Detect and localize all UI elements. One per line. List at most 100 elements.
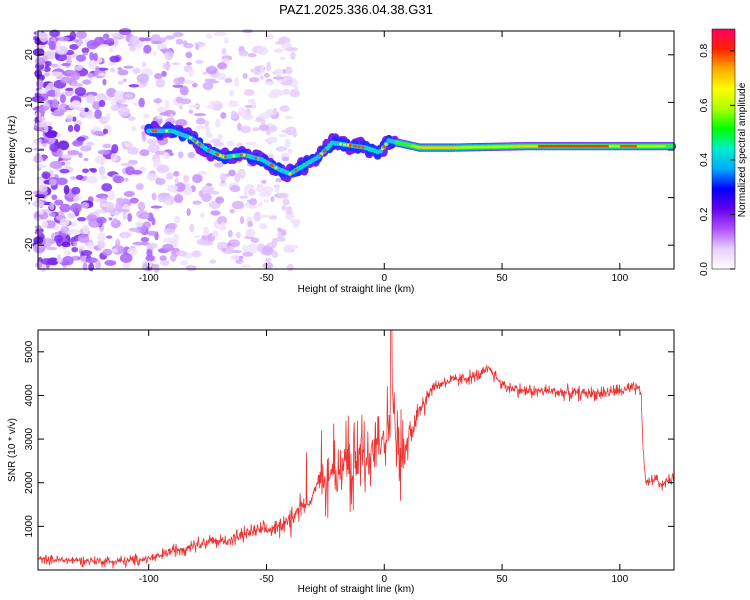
spectrogram-noise-cell <box>111 143 119 154</box>
spectrogram-noise-cell <box>127 247 138 256</box>
spectrogram-noise-cell <box>34 164 48 169</box>
spectrogram-noise-cell <box>70 82 84 87</box>
spectrogram-noise-cell <box>90 168 98 173</box>
spectrogram-noise-cell <box>248 204 258 209</box>
snr-y-ticks: 5000 4000 3000 2000 1000 <box>24 340 674 537</box>
spectrogram-noise-cell <box>123 191 134 197</box>
spectrogram-noise-cell <box>100 202 110 207</box>
spectrogram-noise-cell <box>256 46 269 56</box>
spectrogram-noise-cell <box>76 245 86 250</box>
snr-x-tick-label: 100 <box>611 574 628 585</box>
spectrogram-noise-cell <box>93 52 98 62</box>
spectrogram-noise-cell <box>41 139 49 144</box>
spectrogram-ridge-core <box>566 144 570 148</box>
spectrogram-noise-cell <box>284 138 291 149</box>
spectrogram-noise-cell <box>266 122 273 127</box>
spectrogram-ridge-core <box>557 144 562 148</box>
spectrogram-ridge-core <box>509 145 514 148</box>
snr-y-tick-label: 1000 <box>24 515 35 538</box>
spectrogram-noise-cell <box>213 141 225 147</box>
spectrogram-noise-cell <box>117 209 130 213</box>
spectrogram-noise-cell <box>215 118 221 128</box>
spectrogram-noise-cell <box>77 233 90 244</box>
spectrogram-noise-cell <box>209 80 220 84</box>
spectrogram-noise-cell <box>49 202 55 210</box>
spectrogram-noise-cell <box>44 60 52 67</box>
spectrogram-noise-cell <box>240 171 247 177</box>
spectrogram-x-tick-label: -50 <box>259 273 274 284</box>
spectrogram-noise-cell <box>227 229 233 238</box>
spectrogram-noise-cell <box>55 41 61 52</box>
spectrogram-ridge-core <box>560 144 565 148</box>
spectrogram-ridge-core <box>552 144 556 148</box>
spectrogram-noise-cell <box>239 216 245 225</box>
spectrogram-noise-cell <box>151 40 163 45</box>
spectrogram-ridge-hotspot <box>219 154 223 158</box>
spectrogram-noise-cell <box>36 74 45 82</box>
spectrogram-noise-cell <box>253 70 262 76</box>
spectrogram-noise-cell <box>82 168 90 174</box>
spectrogram-y-tick-label: 0 <box>24 147 35 153</box>
snr-frame <box>37 329 675 571</box>
spectrogram-ridge-hotspot <box>382 145 386 149</box>
spectrogram-noise-cell <box>208 100 221 105</box>
spectrogram-noise-cell <box>193 113 206 117</box>
spectrogram-noise-cell <box>231 250 243 254</box>
snr-x-label: Height of straight line (km) <box>298 584 415 595</box>
spectrogram-noise-cell <box>129 197 139 204</box>
spectrogram-noise-cell <box>253 211 262 222</box>
spectrogram-noise-cell <box>281 204 287 211</box>
spectrogram-noise-cell <box>273 48 284 54</box>
spectrogram-noise-cell <box>75 107 86 111</box>
spectrogram-ridge-hotspot <box>320 152 324 156</box>
spectrogram-ridge-hotspot <box>288 172 292 176</box>
spectrogram-noise-cell <box>41 171 51 180</box>
spectrogram-noise-cell <box>173 77 184 85</box>
spectrogram-noise-cell <box>82 52 89 56</box>
spectrogram-noise-cell <box>202 71 207 76</box>
spectrogram-noise-cell <box>188 104 200 109</box>
spectrogram-noise-cell <box>76 136 86 142</box>
spectrogram-noise-cell <box>292 220 300 229</box>
spectrogram-noise-cell <box>96 216 107 224</box>
spectrogram-noise-cell <box>255 185 265 193</box>
spectrogram-noise-cell <box>266 61 271 72</box>
spectrogram-noise-cell <box>268 215 278 220</box>
spectrogram-noise-cell <box>164 50 174 61</box>
spectrogram-noise-cell <box>138 97 145 108</box>
spectrogram-x-tick-label: -100 <box>139 273 159 284</box>
spectrogram-noise-cell <box>42 154 47 162</box>
spectrogram-ridge-core <box>441 146 446 149</box>
spectrogram-ridge-core <box>554 144 559 148</box>
spectrogram-noise-cell <box>242 251 253 257</box>
spectrogram-noise-cell <box>258 201 263 207</box>
spectrogram-ridge-core <box>588 144 593 148</box>
spectrogram-ridge-hotspot <box>270 164 274 167</box>
spectrogram-noise-cell <box>76 30 87 40</box>
spectrogram-noise-cell <box>122 78 127 83</box>
spectrogram-noise-cell <box>97 72 107 77</box>
spectrogram-noise-cell <box>69 176 78 180</box>
spectrogram-noise-cell <box>71 186 81 195</box>
spectrogram-noise-cell <box>106 96 113 101</box>
spectrogram-noise-cell <box>57 140 70 151</box>
spectrogram-noise-cell <box>85 114 97 120</box>
spectrogram-noise-cell <box>230 254 240 261</box>
spectrogram-noise-cell <box>285 66 293 75</box>
spectrogram-noise-cell <box>110 152 118 162</box>
spectrogram-noise-cell <box>65 114 74 123</box>
spectrogram-noise-cell <box>196 238 206 246</box>
spectrogram-noise-cell <box>36 261 43 269</box>
spectrogram-noise-cell <box>173 215 181 224</box>
spectrogram-noise-cell <box>280 81 293 86</box>
spectrogram-noise-cell <box>243 89 255 96</box>
spectrogram-noise-cell <box>62 255 74 266</box>
spectrogram-ridge-core <box>597 144 601 148</box>
spectrogram-noise-cell <box>162 152 171 160</box>
spectrogram-noise-cell <box>269 136 278 143</box>
spectrogram-noise-cell <box>110 67 116 73</box>
colorbar-gradient <box>711 28 736 270</box>
spectrogram-noise-cell <box>59 203 71 213</box>
spectrogram-noise-cell <box>205 33 213 39</box>
